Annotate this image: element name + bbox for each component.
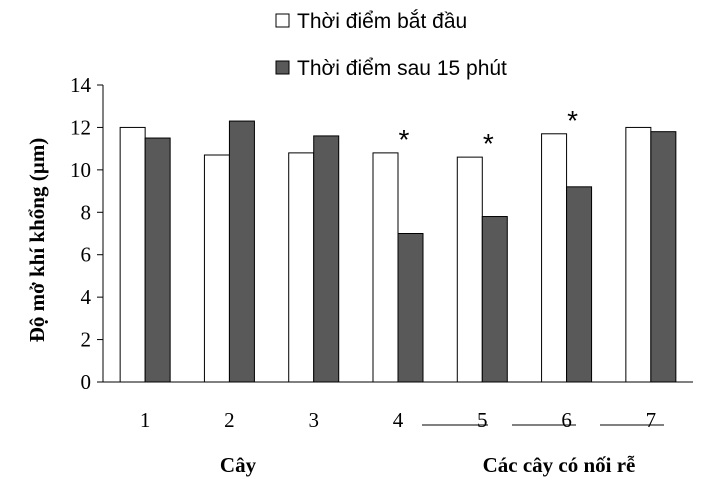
x-tick-label: 2 <box>224 408 235 432</box>
bar-start <box>372 152 399 383</box>
bar-start <box>203 154 230 383</box>
bars <box>119 120 677 383</box>
y-tick-label: 0 <box>81 370 92 394</box>
significance-star: * <box>567 105 578 136</box>
bar-after-15min <box>397 233 424 383</box>
significance-star: * <box>399 124 410 155</box>
bar-after-15min <box>144 137 171 383</box>
bar-after-15min <box>228 120 255 383</box>
bar-after-15min <box>650 131 677 383</box>
y-tick-label: 10 <box>70 158 91 182</box>
bar-after-15min <box>481 216 508 383</box>
significance-markers: * * * <box>399 105 579 159</box>
legend: Thời điểm bắt đầu Thời điểm sau 15 phút <box>275 10 507 80</box>
x-tick-label: 1 <box>140 408 151 432</box>
y-tick-label: 14 <box>70 73 92 97</box>
legend-label-start: Thời điểm bắt đầu <box>297 10 467 33</box>
legend-label-after: Thời điểm sau 15 phút <box>297 57 507 80</box>
x-tick-label: 4 <box>393 408 404 432</box>
y-tick-label: 6 <box>81 243 92 267</box>
y-axis-label: Độ mở khí khổng (µm) <box>25 138 49 343</box>
y-ticks: 0 2 4 6 8 10 12 14 <box>70 73 103 394</box>
x-tick-label: 7 <box>646 408 657 432</box>
bar-start <box>541 133 568 383</box>
group-label-plants: Cây <box>220 453 257 477</box>
y-tick-label: 8 <box>81 200 92 224</box>
bar-start <box>119 126 146 383</box>
x-tick-label: 3 <box>308 408 319 432</box>
bar-start <box>456 156 483 383</box>
y-tick-label: 12 <box>70 115 91 139</box>
x-ticks: 1 2 3 4 5 6 7 <box>140 408 656 432</box>
legend-swatch-after <box>275 60 290 75</box>
bar-start <box>288 152 315 383</box>
x-tick-label: 6 <box>561 408 572 432</box>
y-tick-label: 4 <box>81 285 92 309</box>
bar-after-15min <box>313 135 340 383</box>
significance-star: * <box>483 128 494 159</box>
x-tick-label: 5 <box>477 408 488 432</box>
bar-after-15min <box>566 186 593 383</box>
y-tick-label: 2 <box>81 328 92 352</box>
legend-swatch-start <box>275 13 290 28</box>
bar-start <box>625 126 652 383</box>
group-label-grafted-plants: Các cây có nối rễ <box>483 453 636 477</box>
